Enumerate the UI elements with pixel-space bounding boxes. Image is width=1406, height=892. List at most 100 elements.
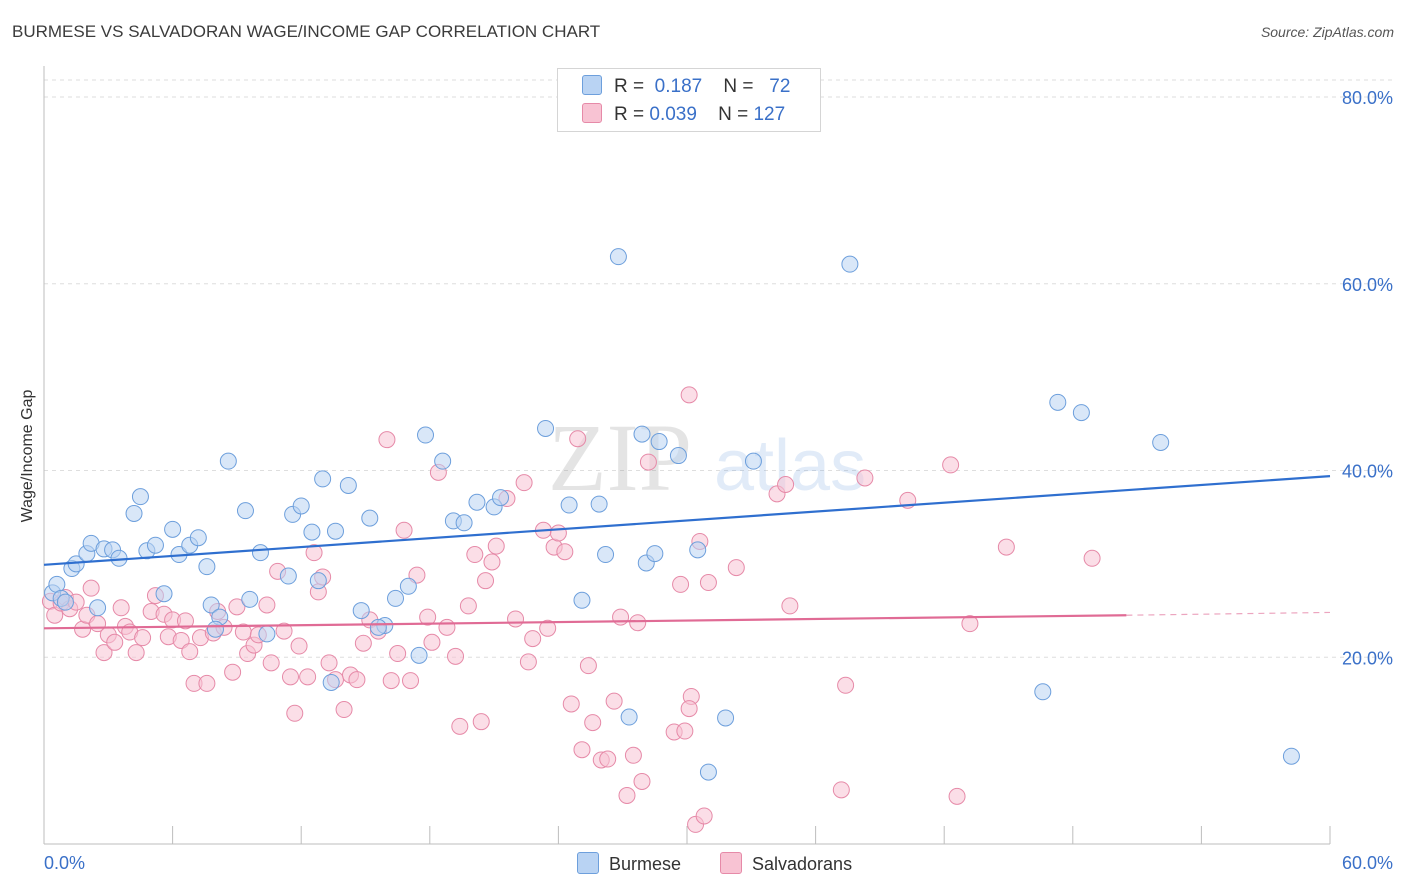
burmese-point [206, 620, 224, 638]
salvadoran-point [354, 634, 372, 652]
salvadoran-point [258, 596, 276, 614]
salvadoran-point [605, 692, 623, 710]
burmese-point [399, 577, 417, 595]
correlation-legend: R = 0.187 N = 72 R = 0.039 N = 127 [557, 68, 821, 132]
salvadoran-point [335, 701, 353, 719]
salvadoran-point [549, 524, 567, 542]
burmese-point [633, 425, 651, 443]
watermark: ZIP atlas [548, 404, 866, 511]
salvadoran-point [727, 559, 745, 577]
burmese-point [560, 496, 578, 514]
burmese-point [650, 433, 668, 451]
burmese-point [1282, 747, 1300, 765]
legend-n-label: N = [723, 76, 754, 97]
salvadoran-point [539, 619, 557, 637]
burmese-point [202, 596, 220, 614]
salvadoran-point [382, 672, 400, 690]
burmese-point [292, 497, 310, 515]
burmese-point [669, 447, 687, 465]
salvadoran-point [224, 663, 242, 681]
trend-lines [43, 475, 1331, 630]
salvadoran-point [134, 629, 152, 647]
salvadoran-point [286, 704, 304, 722]
legend-r-label: R = [614, 76, 645, 97]
salvadoran-point [408, 566, 426, 584]
salvadoran-point [477, 572, 495, 590]
burmese-point [699, 763, 717, 781]
salvadoran-point [699, 574, 717, 592]
source-label: Source: ZipAtlas.com [1260, 24, 1394, 40]
burmese-point [590, 495, 608, 513]
salvadoran-point [624, 746, 642, 764]
burmese-point [314, 470, 332, 488]
burmese-point [198, 558, 216, 576]
salvadoran-point [961, 615, 979, 633]
salvadoran-point [695, 807, 713, 825]
salvadoran-point [680, 386, 698, 404]
burmese-point [125, 504, 143, 522]
burmese-point [717, 709, 735, 727]
salvadoran-point [487, 537, 505, 555]
salvadoran-point [856, 469, 874, 487]
burmese-point [492, 489, 510, 507]
burmese-point [164, 520, 182, 538]
salvadoran-point [942, 456, 960, 474]
salvadoran-point [112, 599, 130, 617]
burmese-point [309, 572, 327, 590]
burmese-point [279, 567, 297, 585]
salvadoran-point [290, 637, 308, 655]
salvadoran-point [176, 612, 194, 630]
salvadoran-point [395, 521, 413, 539]
salvadoran-points [41, 386, 1101, 833]
burmese-point [434, 452, 452, 470]
burmese-point [303, 523, 321, 541]
burmese-point [146, 536, 164, 554]
burmese-point [410, 646, 428, 664]
salvadoran-point [1083, 549, 1101, 567]
salvadoran-point [472, 713, 490, 731]
salvadoran-point [438, 618, 456, 636]
burmese-point [1034, 683, 1052, 701]
salvadoran-point [305, 544, 323, 562]
salvadoran-point [172, 631, 190, 649]
burmese-swatch [582, 75, 602, 95]
watermark-atlas: atlas [714, 426, 866, 506]
salvadoran-point [74, 620, 92, 638]
salvadoran-point [451, 717, 469, 735]
axes [43, 66, 1331, 845]
watermark-zip: ZIP [548, 404, 692, 511]
legend-item-burmese: Burmese [577, 852, 681, 875]
burmese-point [417, 426, 435, 444]
burmese-point [1152, 433, 1170, 451]
burmese-point [131, 488, 149, 506]
salvadoran-point [82, 579, 100, 597]
salvadoran-point [95, 644, 113, 662]
burmese-point [89, 599, 107, 617]
legend-label: Burmese [609, 854, 682, 874]
burmese-point [339, 476, 357, 494]
burmese-point [189, 529, 207, 547]
salvadoran-point [629, 614, 647, 632]
salvadoran-point [198, 674, 216, 692]
salvadoran-point [676, 722, 694, 740]
burmese-point [369, 618, 387, 636]
y-axis-label: Wage/Income Gap [19, 389, 36, 523]
tick-labels: 20.0% 40.0% 60.0% 80.0% 0.0% 60.0% [44, 88, 1393, 873]
burmese-point [236, 502, 254, 520]
burmese-points [44, 248, 1300, 781]
burmese-point [744, 452, 762, 470]
salvadoran-point [378, 431, 396, 449]
salvadoran-point [948, 787, 966, 805]
burmese-point [155, 585, 173, 603]
y-tick-label: 20.0% [1342, 648, 1393, 668]
y-tick-label: 40.0% [1342, 462, 1393, 482]
salvadoran-point [106, 633, 124, 651]
legend-n-value: 72 [769, 76, 791, 97]
legend-r-value: 0.039 [649, 104, 697, 125]
burmese-point [387, 589, 405, 607]
salvadoran-point [599, 750, 617, 768]
burmese-point [646, 545, 664, 563]
salvadoran-point [507, 610, 525, 628]
salvadoran-point [389, 645, 407, 663]
salvadoran-swatch [582, 103, 602, 123]
